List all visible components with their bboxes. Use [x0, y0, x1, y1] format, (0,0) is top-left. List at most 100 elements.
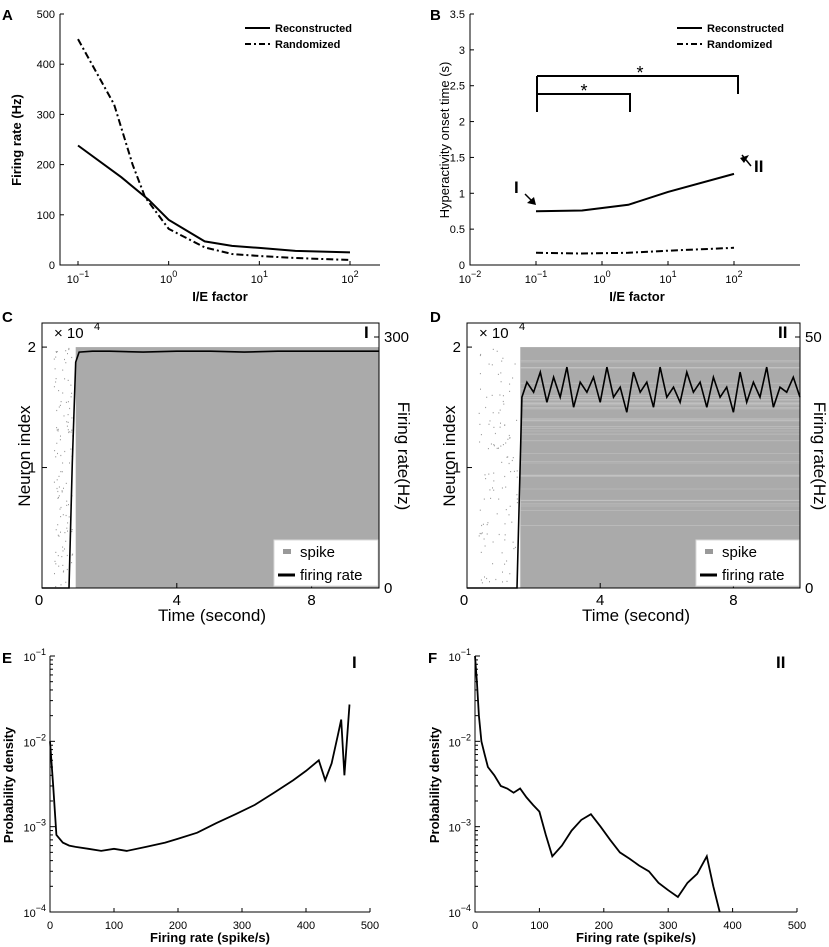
panel-d-pre-spike	[489, 420, 491, 422]
panel-c-y2tick-label-0: 0	[384, 580, 392, 597]
panel-d-marker: II	[778, 323, 787, 342]
panel-d-pre-spike	[479, 373, 481, 375]
panel-d-ytick-label-1: 2	[453, 339, 461, 356]
panel-c-pre-spike	[68, 347, 70, 350]
panel-c-pre-spike	[62, 550, 64, 552]
panel-c-pre-spike	[58, 406, 60, 408]
panel-d-y2tick-label-1: 50	[805, 329, 822, 346]
panel-c-pre-spike	[57, 524, 59, 526]
panel-c-pre-spike	[63, 487, 64, 489]
panel-d-pre-spike	[492, 348, 494, 350]
panel-c-pre-spike	[71, 554, 73, 556]
panel-b-marker-i: I	[514, 178, 519, 197]
panel-d-xtick-label-0: 0	[460, 592, 468, 609]
panel-d-pre-spike	[479, 354, 481, 357]
panel-c-pre-spike	[58, 495, 60, 497]
panel-d-pre-spike	[486, 524, 488, 526]
panel-d-pre-spike	[512, 541, 514, 543]
panel-d-pre-spike	[491, 364, 493, 366]
panel-c-pre-spike	[57, 555, 59, 557]
panel-d-legend-swatch-spike	[705, 549, 713, 554]
panel-b-bracket-short	[536, 93, 631, 112]
panel-c-pre-spike	[61, 490, 63, 492]
panel-d-pre-spike	[484, 545, 486, 547]
panel-b: B 0 0.5 1 1.5 2 2.5 3 3.5 10−2 10−1 100 101 102 Hyp…	[430, 7, 800, 304]
panel-c-pre-spike	[68, 431, 70, 434]
panel-d-pre-spike	[501, 552, 503, 554]
panel-c-pre-spike	[64, 358, 65, 361]
panel-c-pre-spike	[55, 563, 57, 565]
panel-d-pre-spike	[493, 444, 495, 446]
panel-d-pre-spike	[502, 444, 504, 446]
panel-b-ytick-label-4: 2	[459, 117, 465, 129]
panel-a-xlabel: I/E factor	[192, 289, 248, 304]
panel-d-pre-spike	[502, 400, 504, 403]
panel-f-ticks: 0 100 200 300 400 500 10−1 10−2 10−3 10−4	[448, 647, 806, 932]
panel-label-d: D	[430, 309, 441, 326]
panel-c-pre-spike	[65, 482, 67, 484]
panel-c-pre-spike	[61, 491, 63, 493]
panel-d-pre-spike	[504, 523, 506, 525]
panel-d-pre-spike	[485, 478, 487, 480]
panel-label-c: C	[2, 309, 13, 326]
panel-d-pre-spike	[514, 363, 516, 365]
panel-c-legend-swatch-spike	[283, 549, 291, 554]
panel-c-pre-spike	[68, 348, 70, 351]
panel-c-pre-spike	[59, 404, 61, 406]
panel-f-xlabel: Firing rate (spike/s)	[576, 930, 696, 945]
panel-d-pre-spike	[504, 539, 506, 541]
panel-e: E 0 100 200 300 400 500 10−1 10−2 10−3 10−4 Proba…	[1, 647, 379, 945]
panel-d-ytick-label-0: 1	[453, 460, 461, 477]
panel-c-pre-spike	[60, 401, 62, 403]
panel-c-pre-spike	[70, 431, 72, 433]
panel-c-pre-spike	[55, 356, 57, 358]
panel-c-pre-spike	[58, 535, 60, 537]
panel-d-pre-spike	[516, 498, 518, 500]
panel-f-ytick-label-2: 10−3	[448, 818, 471, 835]
panel-d-pre-spike	[479, 509, 481, 511]
panel-d-pre-spike	[502, 581, 503, 583]
panel-d-pre-spike	[516, 502, 518, 504]
panel-c-pre-spike	[71, 529, 73, 531]
panel-d-pre-spike	[502, 357, 504, 359]
panel-b-axes	[469, 14, 800, 266]
panel-c-pre-spike	[56, 351, 58, 353]
panel-a-ytick-label-3: 300	[37, 109, 55, 121]
panel-c-pre-spike	[70, 448, 72, 450]
panel-e-series	[49, 704, 351, 852]
panel-c-pre-spike	[68, 516, 70, 518]
panel-d-pre-spike	[501, 487, 503, 489]
panel-d-pre-spike	[508, 434, 510, 437]
panel-d-pre-spike	[493, 472, 495, 474]
panel-d-pre-spike	[506, 456, 508, 458]
panel-b-ytick-label-1: 0.5	[450, 224, 465, 236]
panel-d-pre-spike	[480, 388, 481, 390]
panel-e-xlabel: Firing rate (spike/s)	[150, 930, 270, 945]
panel-c-pre-spike	[60, 584, 62, 586]
panel-a-xtick-label-2: 101	[251, 269, 268, 286]
panel-f-density-line	[474, 655, 721, 913]
panel-d-pre-spike	[505, 509, 507, 511]
panel-d-xtick-label-1: 4	[596, 592, 604, 609]
panel-d-pre-spike	[513, 548, 515, 550]
panel-f-xtick-label-4: 400	[723, 920, 741, 932]
panel-e-xtick-label-3: 300	[233, 920, 251, 932]
panel-a-x-ticks: 10−1 100 101 102	[67, 261, 359, 286]
panel-b-legend-reconstructed: Reconstructed	[707, 23, 784, 35]
panel-c-pre-spike	[63, 570, 65, 572]
panel-d-pre-spike	[479, 423, 481, 425]
panel-d-pre-spike	[509, 573, 511, 575]
panel-c-legend-rate: firing rate	[300, 567, 363, 584]
panel-f-ytick-label-3: 10−4	[448, 903, 471, 920]
panel-c-y2label: Firing rate(Hz)	[394, 402, 413, 511]
panel-d-pre-spike	[482, 523, 484, 525]
panel-c-ytick-label-1: 2	[28, 339, 36, 356]
panel-a-ytick-label-5: 500	[37, 9, 55, 21]
panel-c-pre-spike	[62, 369, 64, 371]
panel-d-pre-spike	[493, 426, 495, 428]
panel-d-pre-spike	[504, 424, 506, 426]
panel-c-pre-spike	[65, 540, 67, 542]
panel-c-pre-spike	[66, 421, 68, 423]
